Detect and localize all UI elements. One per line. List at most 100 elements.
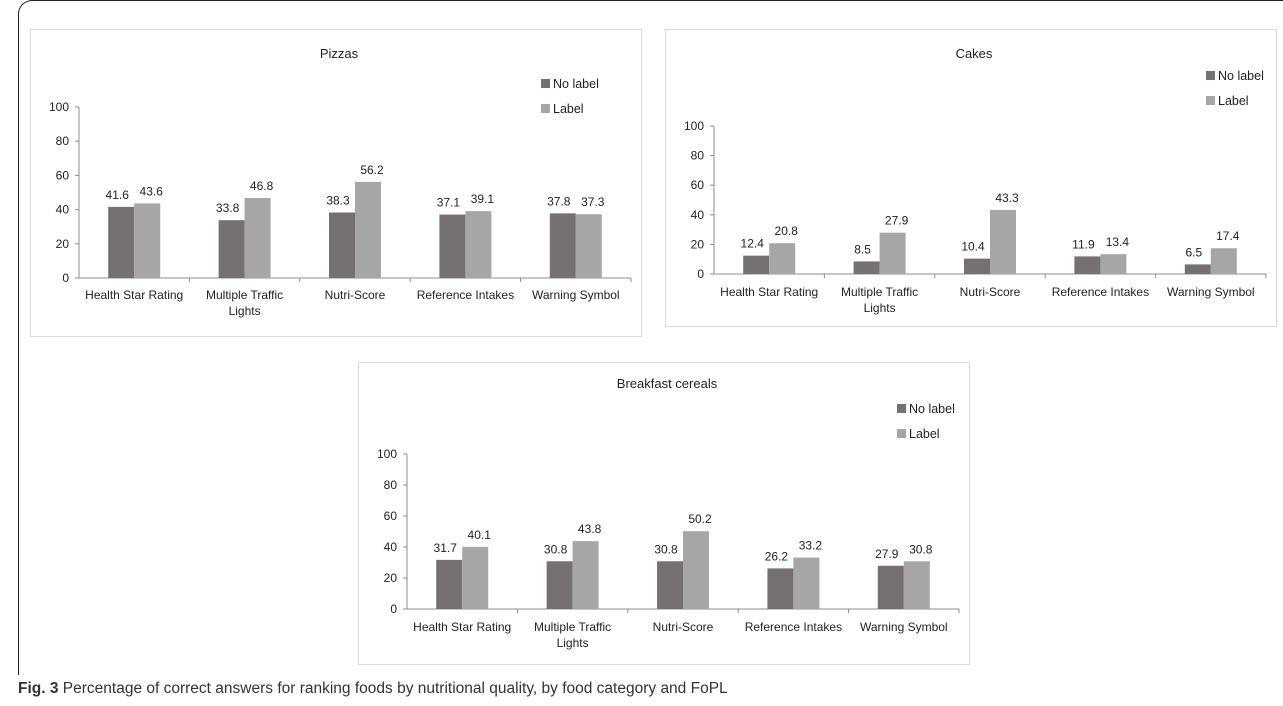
caption-label: Fig. 3 [18,680,59,697]
legend-swatch-label [1206,96,1215,105]
bar-label-health-star-rating [769,243,796,274]
bar-label-nutri-score [683,531,709,609]
y-tick-label: 40 [384,540,398,554]
bar-label-nutri-score [990,209,1016,274]
category-label-nutri-score: Nutri-Score [653,620,714,634]
y-tick-label: 20 [384,571,398,585]
bar-no-label-nutri-score [329,212,355,278]
chart-title: Cakes [956,46,993,61]
legend-label-no-label: No label [1218,69,1264,83]
legend-swatch-label [897,429,906,438]
data-label-label-reference-intakes: 33.2 [799,539,823,553]
y-tick-label: 0 [390,602,397,616]
category-label-multiple-traffic-lights: Multiple Traffic Lights [206,288,283,318]
bar-no-label-warning-symbol [549,213,576,278]
legend-swatch-label [541,104,550,113]
bar-no-label-warning-symbol [877,565,904,609]
data-label-no-label-health-star-rating: 12.4 [741,237,765,251]
bar-no-label-reference-intakes [767,568,794,609]
data-label-no-label-warning-symbol: 37.8 [547,194,571,208]
figure-caption: Fig. 3 Percentage of correct answers for… [18,680,728,698]
bar-label-multiple-traffic-lights [244,197,271,278]
y-tick-label: 80 [56,134,70,148]
data-label-label-reference-intakes: 13.4 [1106,235,1130,249]
y-tick-label: 60 [691,178,705,192]
bar-no-label-multiple-traffic-lights [546,561,573,609]
y-tick-label: 60 [56,168,70,182]
data-label-no-label-nutri-score: 30.8 [654,542,678,556]
category-label-warning-symbol: Warning Symbol [532,288,620,302]
data-label-label-nutri-score: 56.2 [360,163,384,177]
data-label-no-label-health-star-rating: 31.7 [434,541,458,555]
legend-label-label: Label [1218,94,1249,108]
category-label-nutri-score: Nutri-Score [325,288,386,302]
bar-no-label-health-star-rating [743,255,770,274]
chart-panel-cakes: Cakes No label Label 0 20 40 60 80 100 12.4 20.8 He… [665,29,1277,327]
data-label-label-nutri-score: 50.2 [688,512,712,526]
y-tick-label: 20 [691,237,705,251]
chart-panel-breakfast-cereals: Breakfast cereals No label Label 0 20 40 60 80 1… [358,362,970,665]
y-tick-label: 100 [684,119,704,133]
data-label-no-label-reference-intakes: 37.1 [437,196,461,210]
category-label-health-star-rating: Health Star Rating [720,285,818,299]
data-label-label-multiple-traffic-lights: 27.9 [885,214,909,228]
legend-swatch-no-label [897,404,906,413]
category-label-reference-intakes: Reference Intakes [417,288,514,302]
y-tick-label: 100 [49,100,69,114]
bar-no-label-health-star-rating [108,206,135,278]
figure-border [18,0,1283,675]
bar-label-nutri-score [355,181,381,278]
bar-label-multiple-traffic-lights [572,541,599,609]
bar-no-label-multiple-traffic-lights [853,261,880,274]
y-tick-label: 80 [691,149,705,163]
y-tick-label: 40 [56,203,70,217]
data-label-no-label-health-star-rating: 41.6 [106,188,130,202]
y-tick-label: 60 [384,509,398,523]
bar-label-reference-intakes [465,211,492,278]
data-label-no-label-warning-symbol: 6.5 [1185,245,1202,259]
data-label-label-nutri-score: 43.3 [995,191,1019,205]
bar-label-multiple-traffic-lights [879,232,906,274]
data-label-label-health-star-rating: 43.6 [140,184,164,198]
category-label-reference-intakes: Reference Intakes [745,620,842,634]
y-tick-label: 80 [384,478,398,492]
legend-label-no-label: No label [909,402,955,416]
data-label-no-label-reference-intakes: 26.2 [765,549,789,563]
data-label-label-warning-symbol: 17.4 [1216,229,1240,243]
data-label-no-label-multiple-traffic-lights: 8.5 [854,242,871,256]
bar-label-warning-symbol [903,561,930,609]
data-label-label-reference-intakes: 39.1 [471,192,495,206]
category-label-health-star-rating: Health Star Rating [85,288,183,302]
bar-label-warning-symbol [575,214,602,278]
data-label-label-health-star-rating: 40.1 [468,528,492,542]
y-tick-label: 100 [377,447,397,461]
bar-label-reference-intakes [793,557,820,609]
data-label-label-multiple-traffic-lights: 43.8 [578,522,602,536]
data-label-no-label-nutri-score: 38.3 [326,194,350,208]
bar-no-label-nutri-score [657,561,683,609]
category-label-warning-symbol: Warning Symbol [860,620,948,634]
y-tick-label: 0 [62,271,69,285]
legend-label-label: Label [553,102,584,116]
legend-label-label: Label [909,427,940,441]
bar-no-label-multiple-traffic-lights [218,220,245,278]
chart-cakes: Cakes No label Label 0 20 40 60 80 100 12.4 20.8 He… [684,46,1267,315]
legend-label-no-label: No label [553,77,599,91]
y-tick-label: 20 [56,237,70,251]
legend-swatch-no-label [1206,71,1215,80]
data-label-label-health-star-rating: 20.8 [775,224,799,238]
bar-label-reference-intakes [1100,254,1127,274]
data-label-label-warning-symbol: 30.8 [909,542,933,556]
data-label-no-label-multiple-traffic-lights: 33.8 [216,201,240,215]
chart-panel-pizzas: Pizzas No label Label 0 20 40 60 80 100 41.6 43.6 H… [30,29,642,337]
caption-text: Percentage of correct answers for rankin… [62,680,728,697]
bar-no-label-warning-symbol [1184,264,1211,274]
bar-no-label-health-star-rating [436,559,463,609]
chart-breakfast-cereals: Breakfast cereals No label Label 0 20 40 60 80 1… [377,376,960,650]
data-label-no-label-reference-intakes: 11.9 [1072,237,1095,251]
bar-label-warning-symbol [1210,248,1237,274]
bar-no-label-nutri-score [964,258,990,274]
bar-label-health-star-rating [134,203,161,278]
y-tick-label: 0 [697,267,704,281]
